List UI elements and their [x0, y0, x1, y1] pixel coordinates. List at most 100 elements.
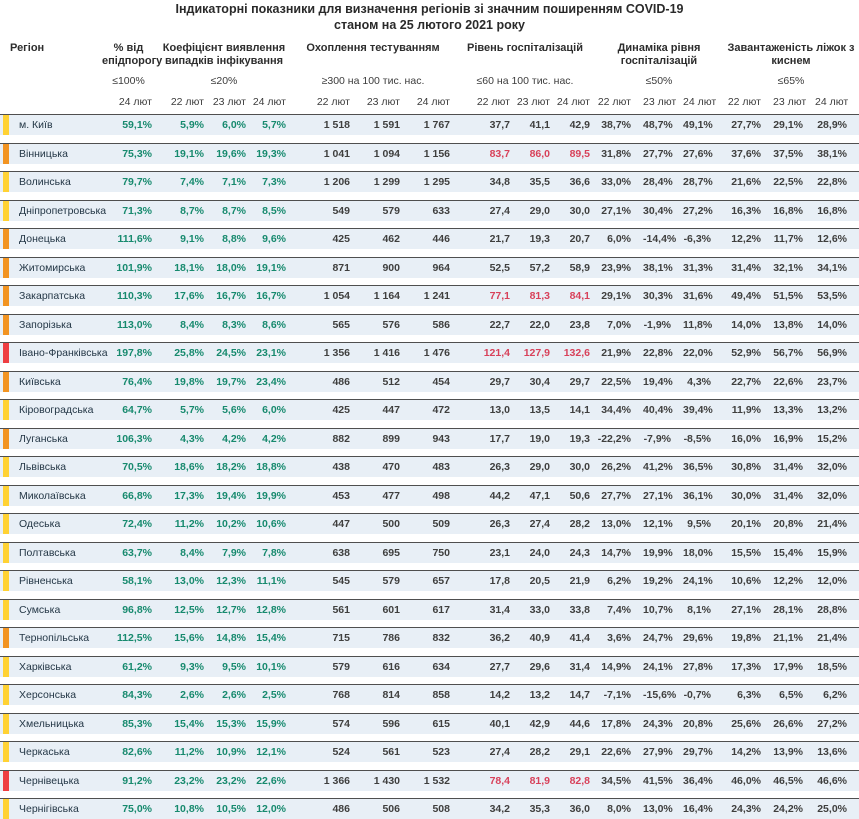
koef-value: 2,6%	[180, 689, 204, 701]
dyn-value: 39,4%	[683, 404, 713, 416]
indicator-cell	[0, 115, 9, 135]
koef-value: 8,5%	[262, 204, 286, 217]
hosp-value: 21,7	[489, 233, 510, 245]
beds-value: 27,2%	[817, 717, 847, 730]
beds-value: 37,5%	[773, 147, 803, 160]
test-value: 1 366	[323, 774, 350, 787]
hosp-value: 26,3	[489, 461, 510, 473]
koef-value: 19,7%	[216, 375, 246, 388]
test-value: 523	[432, 746, 450, 758]
indicator-cell	[0, 656, 9, 677]
beds-value: 16,8%	[817, 204, 847, 217]
dyn-value: 40,4%	[643, 404, 673, 416]
hosp-value: 82,8	[569, 774, 590, 787]
hosp-value: 20,5	[529, 575, 550, 587]
dyn-value: 23,9%	[601, 261, 631, 274]
table-row: Волинська 79,7% 7,4% 7,1% 7,3% 1 206 1 299 1 29…	[0, 171, 859, 192]
koef-value: 23,2%	[216, 774, 246, 787]
epid-value: 63,7%	[122, 546, 152, 559]
beds-value: 14,2%	[731, 746, 761, 758]
dyn-value: 24,1%	[643, 660, 673, 673]
koef-value: 16,7%	[256, 290, 286, 302]
test-value: 882	[332, 432, 350, 445]
dyn-value: 36,4%	[683, 774, 713, 787]
dyn-value: 41,5%	[643, 774, 673, 787]
test-value: 561	[382, 746, 400, 758]
date-header: 23 лют	[643, 96, 677, 108]
date-header: 24 лют	[683, 96, 717, 108]
test-value: 814	[382, 689, 400, 701]
dyn-value: 24,7%	[643, 632, 673, 644]
koef-value: 2,6%	[222, 689, 246, 701]
region-name: Сумська	[19, 603, 61, 616]
orange-status-indicator	[3, 428, 9, 449]
hosp-value: 83,7	[489, 147, 510, 160]
test-value: 447	[332, 518, 350, 530]
date-header: 23 лют	[516, 96, 550, 108]
dyn-value: 22,6%	[601, 746, 631, 758]
title-line-2: станом на 25 лютого 2021 року	[334, 18, 525, 32]
test-value: 1 356	[323, 347, 350, 359]
table-header-groups: Регіон % від епідпорогу Коефіцієнт виявл…	[0, 42, 859, 87]
indicator-cell	[0, 770, 9, 791]
region-name: Івано-Франківська	[19, 347, 108, 359]
hosp-value: 13,5	[529, 404, 550, 416]
koef-value: 19,1%	[256, 261, 286, 274]
beds-value: 6,3%	[737, 689, 761, 701]
koef-value: 19,4%	[216, 489, 246, 502]
beds-value: 53,5%	[817, 290, 847, 302]
region-name: Житомирська	[19, 261, 86, 274]
koef-value: 22,6%	[256, 774, 286, 787]
test-value: 695	[382, 546, 400, 559]
test-value: 425	[332, 233, 350, 245]
beds-value: 16,0%	[731, 432, 761, 445]
dyn-value: 6,2%	[607, 575, 631, 587]
dyn-value: -7,1%	[603, 689, 631, 701]
test-value: 1 476	[423, 347, 450, 359]
beds-value: 13,3%	[773, 404, 803, 416]
hosp-value: 37,7	[489, 119, 510, 131]
date-header: 23 лют	[212, 96, 246, 108]
dates-spacer	[9, 96, 100, 108]
koef-value: 9,1%	[180, 233, 204, 245]
dyn-value: 33,0%	[601, 176, 631, 188]
beds-value: 30,0%	[731, 489, 761, 502]
date-header: 22 лют	[170, 96, 204, 108]
test-value: 545	[332, 575, 350, 587]
hosp-value: 22,7	[489, 318, 510, 331]
beds-value: 27,7%	[731, 119, 761, 131]
koef-value: 6,0%	[262, 404, 286, 416]
hosp-value: 81,3	[529, 290, 550, 302]
dyn-value: 26,2%	[601, 461, 631, 473]
test-value: 899	[382, 432, 400, 445]
koef-value: 8,7%	[222, 204, 246, 217]
beds-value: 13,9%	[773, 746, 803, 758]
hosp-value: 22,0	[529, 318, 550, 331]
dyn-value: 13,0%	[601, 518, 631, 530]
hosp-value: 29,6	[529, 660, 550, 673]
test-value: 524	[332, 746, 350, 758]
test-value: 447	[382, 404, 400, 416]
koef-value: 5,7%	[180, 404, 204, 416]
region-name: Одеська	[19, 518, 61, 530]
region-name: Київська	[19, 375, 61, 388]
koef-value: 12,1%	[256, 746, 286, 758]
test-value: 509	[432, 518, 450, 530]
date-header: 23 лют	[773, 96, 807, 108]
dyn-value: 27,6%	[683, 147, 713, 160]
test-value: 615	[432, 717, 450, 730]
koef-value: 15,3%	[216, 717, 246, 730]
dyn-value: 14,7%	[601, 546, 631, 559]
dyn-value: -14,4%	[643, 233, 677, 245]
beds-value: 26,6%	[773, 717, 803, 730]
date-header: 24 лют	[815, 96, 849, 108]
yellow-status-indicator	[3, 485, 9, 506]
test-value: 483	[432, 461, 450, 473]
region-name: Хмельницька	[19, 717, 85, 730]
table-row: Тернопільська 112,5% 15,6% 14,8% 15,4% 715 786…	[0, 627, 859, 648]
hosp-value: 28,2	[569, 518, 590, 530]
region-name: Херсонська	[19, 689, 77, 701]
epid-value: 197,8%	[116, 347, 152, 359]
beds-value: 17,9%	[773, 660, 803, 673]
test-value: 472	[432, 404, 450, 416]
